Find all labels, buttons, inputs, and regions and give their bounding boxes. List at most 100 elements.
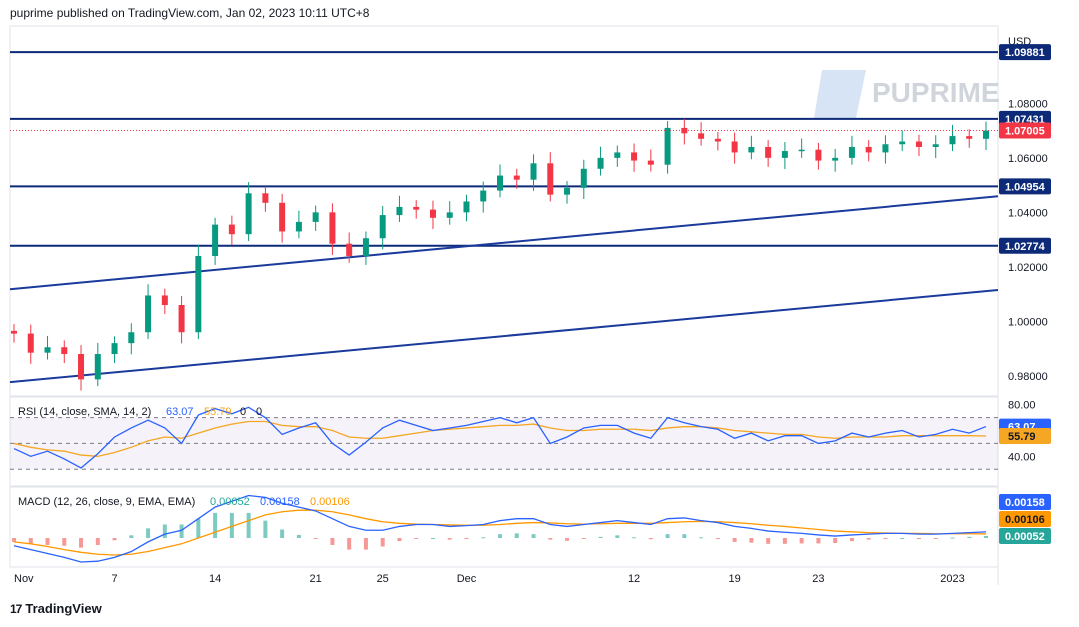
macd-histogram-bar	[581, 538, 586, 540]
x-tick-label: 23	[812, 573, 824, 585]
macd-histogram-bar	[162, 524, 167, 539]
candle-body	[346, 243, 353, 256]
candle-body	[832, 157, 839, 161]
price-tick-label: 1.06000	[1008, 153, 1048, 165]
x-tick-label: 19	[728, 573, 740, 585]
macd-histogram-bar	[699, 537, 704, 539]
trend-line[interactable]	[9, 289, 999, 384]
rsi-ma-label: 55.79	[1008, 431, 1036, 443]
macd-value-label: 0.00158	[1005, 497, 1045, 509]
candle-body	[815, 149, 822, 161]
macd-histogram-bar	[28, 538, 33, 544]
level-price-label: 1.09881	[1005, 47, 1045, 59]
macd-histogram-bar	[933, 538, 938, 540]
macd-histogram-bar	[263, 520, 268, 539]
candle-body	[580, 168, 587, 188]
candle-body	[463, 201, 470, 213]
candle-body	[848, 146, 855, 158]
candle-body	[61, 347, 68, 355]
macd-histogram-bar	[598, 536, 603, 539]
rsi-title: RSI (14, close, SMA, 14, 2)	[18, 406, 151, 418]
macd-histogram-bar	[514, 533, 519, 539]
macd-histogram-bar	[498, 534, 502, 539]
macd-histogram-bar	[749, 538, 754, 543]
trend-line[interactable]	[9, 195, 999, 291]
candle-body	[413, 206, 420, 210]
macd-histogram-bar	[648, 538, 653, 540]
candle-body	[597, 157, 604, 169]
macd-signal-label: 0.00106	[1005, 514, 1045, 526]
level-price-label: 1.02774	[1005, 241, 1046, 253]
candle-body	[111, 343, 118, 355]
macd-histogram-bar	[380, 538, 385, 547]
macd-histogram-bar	[62, 538, 67, 546]
macd-histogram-bar	[213, 512, 218, 539]
macd-histogram-bar	[565, 538, 570, 541]
rsi-legend-value: 63.07	[166, 406, 194, 418]
macd-histogram-bar	[296, 534, 301, 539]
macd-histogram-bar	[79, 538, 84, 548]
macd-title: MACD (12, 26, close, 9, EMA, EMA)	[18, 496, 195, 508]
x-tick-label: 21	[310, 573, 322, 585]
price-tick-label: 1.04000	[1008, 207, 1048, 219]
candle-body	[865, 146, 872, 153]
tradingview-footer[interactable]: 17 TradingView	[10, 601, 102, 616]
rsi-ma-tag	[999, 427, 1051, 444]
candle-body	[781, 151, 788, 158]
macd-histogram-bar	[464, 538, 469, 540]
candle-body	[631, 152, 638, 161]
candle-body	[128, 332, 135, 344]
candle-body	[11, 330, 17, 334]
x-tick-label: Dec	[457, 573, 477, 585]
puprime-watermark: PUPRIME	[814, 70, 1000, 118]
candle-body	[714, 138, 721, 142]
macd-histogram-bar	[665, 534, 670, 539]
x-tick-label: Nov	[14, 573, 34, 585]
macd-histogram-bar	[967, 536, 972, 539]
macd-histogram-bar	[330, 538, 335, 545]
rsi-legend-extra-1: 0	[240, 406, 246, 418]
candle-body	[262, 193, 269, 203]
macd-histogram-label: 0.00052	[1005, 531, 1045, 543]
candle-body	[429, 209, 436, 218]
candle-body	[78, 354, 85, 380]
macd-histogram-bar	[866, 538, 871, 540]
macd-histogram-bar	[179, 524, 184, 539]
candle-body	[681, 127, 688, 134]
x-tick-label: 12	[628, 573, 640, 585]
macd-histogram-bar	[632, 537, 637, 539]
macd-histogram-bar	[916, 538, 921, 540]
x-tick-label: 2023	[940, 573, 964, 585]
candle-body	[983, 130, 989, 139]
macd-histogram-bar	[313, 538, 318, 540]
candle-body	[195, 255, 202, 333]
candle-body	[379, 215, 386, 239]
candle-body	[329, 212, 336, 244]
candle-body	[245, 193, 252, 235]
candle-body	[932, 144, 939, 147]
macd-histogram-bar	[347, 538, 352, 550]
macd-histogram-bar	[782, 538, 787, 544]
candle-body	[446, 212, 453, 218]
macd-histogram-bar	[146, 528, 151, 539]
candle-body	[614, 152, 621, 158]
candle-body	[161, 295, 168, 305]
macd-histogram-bar	[246, 512, 251, 539]
macd-histogram-bar	[447, 538, 452, 540]
x-tick-label: 25	[377, 573, 389, 585]
candle-body	[497, 175, 503, 191]
macd-histogram-bar	[12, 538, 16, 542]
candle-body	[765, 146, 772, 158]
candle-body	[480, 190, 487, 202]
macd-histogram-bar	[883, 538, 888, 540]
candle-body	[547, 163, 554, 195]
macd-histogram-bar	[766, 538, 771, 544]
macd-histogram-bar	[95, 538, 100, 545]
candle-body	[145, 295, 152, 333]
macd-legend-macd: 0.00158	[260, 496, 300, 508]
macd-histogram-bar	[984, 536, 988, 539]
candle-body	[748, 146, 755, 153]
price-tick-label: 1.00000	[1008, 316, 1048, 328]
watermark-text: PUPRIME	[872, 77, 1000, 108]
